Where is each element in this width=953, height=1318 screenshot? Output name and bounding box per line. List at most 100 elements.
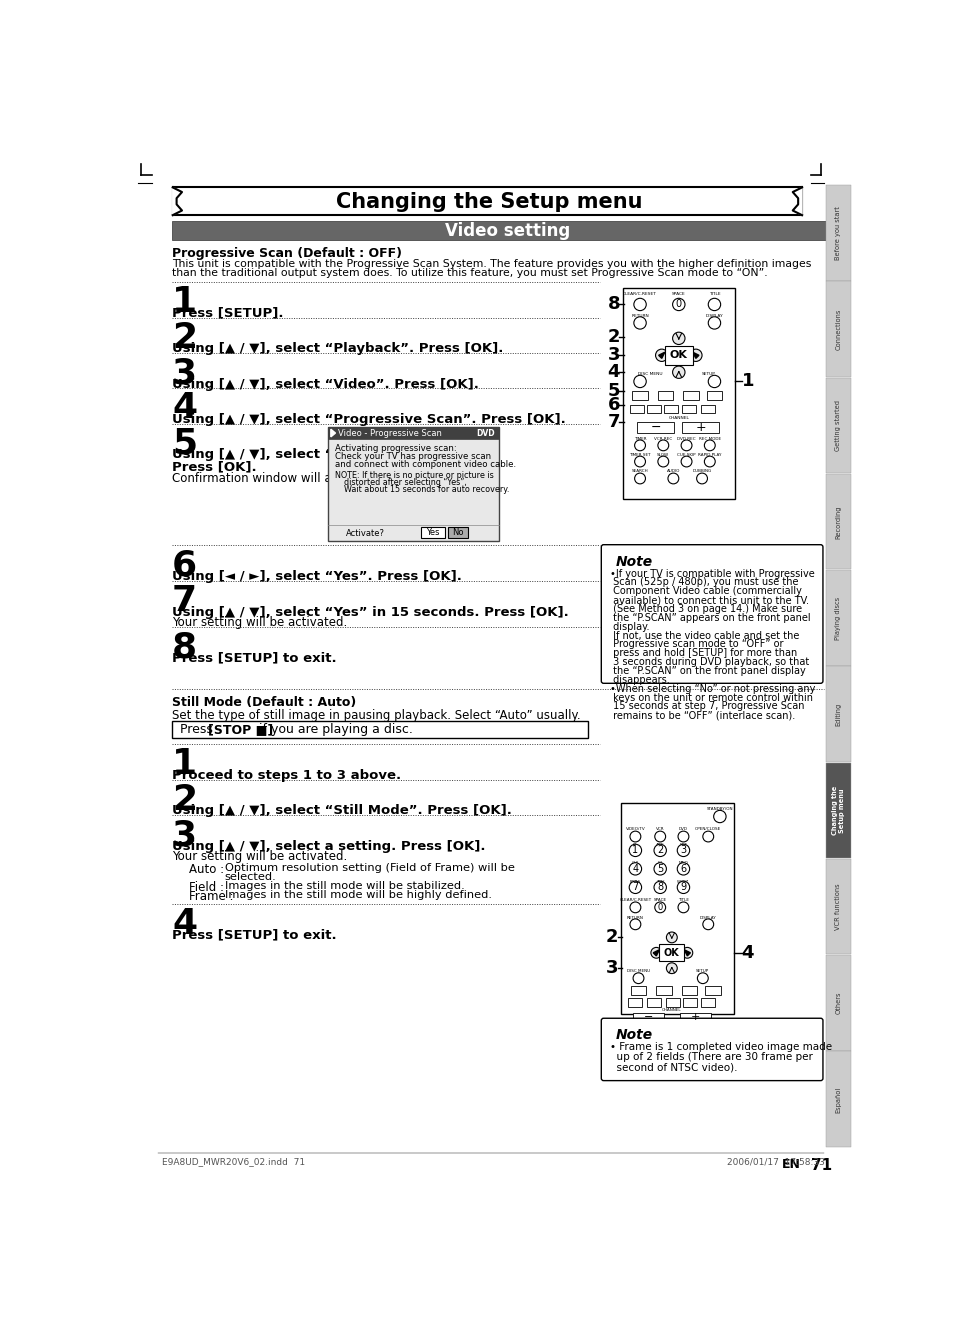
Text: Note: Note — [615, 1028, 652, 1043]
Text: Progressive Scan (Default : OFF): Progressive Scan (Default : OFF) — [172, 246, 401, 260]
Text: Images in the still mode will be highly defined.: Images in the still mode will be highly … — [224, 891, 491, 900]
Bar — [825, 474, 850, 569]
Bar — [825, 571, 850, 666]
Text: +: + — [690, 1012, 700, 1023]
Text: Using [▲ / ▼], select “Yes” in 15 seconds. Press [OK].: Using [▲ / ▼], select “Yes” in 15 second… — [172, 605, 568, 618]
Text: Still Mode (Default : Auto): Still Mode (Default : Auto) — [172, 696, 355, 709]
Text: Changing the Setup menu: Changing the Setup menu — [335, 192, 641, 212]
Text: Activate?: Activate? — [345, 529, 384, 538]
Text: Progressive scan mode to “OFF” or: Progressive scan mode to “OFF” or — [609, 639, 782, 650]
Bar — [681, 422, 719, 434]
Bar — [646, 998, 660, 1007]
Text: 6: 6 — [607, 395, 619, 414]
Polygon shape — [653, 950, 659, 956]
Text: 15 seconds at step 7, Progressive Scan: 15 seconds at step 7, Progressive Scan — [609, 701, 803, 712]
Text: VCR functions: VCR functions — [835, 883, 841, 931]
Circle shape — [654, 832, 665, 842]
Text: Using [▲ / ▼], select a setting. Press [OK].: Using [▲ / ▼], select a setting. Press [… — [172, 840, 485, 853]
Text: DUBBING: DUBBING — [692, 469, 711, 473]
Text: Press [SETUP].: Press [SETUP]. — [172, 307, 283, 320]
Bar — [630, 986, 645, 995]
Text: REC MODE: REC MODE — [698, 436, 720, 442]
Text: DEF: DEF — [679, 842, 687, 846]
Circle shape — [702, 832, 713, 842]
Text: DISPLAY: DISPLAY — [705, 314, 722, 318]
Text: NOTE: If there is no picture or picture is: NOTE: If there is no picture or picture … — [335, 471, 493, 480]
Text: RETURN: RETURN — [631, 314, 648, 318]
Text: Field :: Field : — [189, 882, 224, 894]
Circle shape — [634, 456, 645, 467]
Bar — [620, 803, 733, 1015]
Text: CHANNEL: CHANNEL — [668, 416, 688, 420]
FancyBboxPatch shape — [600, 1019, 822, 1081]
Text: 7: 7 — [607, 414, 619, 431]
Text: if you are playing a disc.: if you are playing a disc. — [258, 724, 413, 735]
Text: Yes: Yes — [426, 529, 439, 536]
Text: SPACE: SPACE — [653, 898, 666, 902]
Text: •When selecting “No” or not pressing any: •When selecting “No” or not pressing any — [609, 684, 815, 693]
Circle shape — [655, 349, 667, 361]
Text: DVD REC: DVD REC — [677, 436, 695, 442]
Bar — [172, 221, 842, 240]
Text: −: − — [643, 1012, 653, 1023]
Text: CUE SKIP: CUE SKIP — [677, 453, 695, 457]
Text: WXYZ: WXYZ — [677, 879, 689, 883]
Text: the “P.SCAN” appears on the front panel: the “P.SCAN” appears on the front panel — [609, 613, 810, 623]
Text: Using [▲ / ▼], select “ON”.: Using [▲ / ▼], select “ON”. — [172, 448, 369, 461]
Bar — [682, 390, 699, 399]
Bar — [637, 422, 674, 434]
Circle shape — [634, 440, 645, 451]
Text: remains to be “OFF” (interlace scan).: remains to be “OFF” (interlace scan). — [609, 710, 794, 720]
Text: Using [▲ / ▼], select “Still Mode”. Press [OK].: Using [▲ / ▼], select “Still Mode”. Pres… — [172, 804, 512, 817]
Text: 4: 4 — [740, 944, 753, 962]
Circle shape — [666, 963, 677, 974]
Text: RAPID PLAY: RAPID PLAY — [698, 453, 720, 457]
Bar — [632, 390, 647, 399]
Text: 0: 0 — [657, 903, 662, 912]
Text: 4: 4 — [172, 907, 197, 941]
Circle shape — [629, 832, 640, 842]
Bar — [172, 721, 587, 738]
Text: Activating progressive scan:: Activating progressive scan: — [335, 444, 456, 453]
Text: (See Method 3 on page 14.) Make sure: (See Method 3 on page 14.) Make sure — [609, 604, 801, 614]
Circle shape — [629, 882, 641, 894]
Text: and connect with component video cable.: and connect with component video cable. — [335, 460, 516, 469]
Text: 3: 3 — [172, 818, 197, 851]
Text: SETUP: SETUP — [696, 969, 709, 973]
Circle shape — [678, 832, 688, 842]
Text: 5: 5 — [607, 382, 619, 399]
Text: Press [SETUP] to exit.: Press [SETUP] to exit. — [172, 929, 336, 942]
Text: 1: 1 — [172, 747, 197, 782]
Bar — [622, 287, 735, 500]
Text: Set the type of still image in pausing playback. Select “Auto” usually.: Set the type of still image in pausing p… — [172, 709, 580, 722]
Circle shape — [681, 948, 692, 958]
Bar — [646, 405, 660, 413]
Text: Using [▲ / ▼], select “Video”. Press [OK].: Using [▲ / ▼], select “Video”. Press [OK… — [172, 378, 478, 390]
Text: VIDEO/TV: VIDEO/TV — [625, 828, 644, 832]
Circle shape — [672, 332, 684, 344]
Bar — [663, 405, 678, 413]
Text: TITLE: TITLE — [708, 293, 720, 297]
Text: Press [SETUP] to exit.: Press [SETUP] to exit. — [172, 651, 336, 664]
Text: 4: 4 — [172, 391, 197, 426]
Bar — [700, 405, 715, 413]
Bar — [825, 378, 850, 473]
Text: MNO: MNO — [678, 861, 688, 865]
Text: 2: 2 — [657, 845, 662, 855]
Text: Getting started: Getting started — [835, 401, 841, 451]
Text: CLEAR/C.RESET: CLEAR/C.RESET — [618, 898, 651, 902]
Circle shape — [672, 366, 684, 378]
Text: EN: EN — [781, 1157, 800, 1170]
Bar — [664, 347, 692, 365]
Bar — [825, 281, 850, 377]
Bar — [825, 667, 850, 762]
Text: Images in the still mode will be stabilized.: Images in the still mode will be stabili… — [224, 882, 464, 891]
Text: TITLE: TITLE — [678, 898, 688, 902]
Text: DVD: DVD — [679, 828, 687, 832]
Polygon shape — [331, 430, 335, 436]
Circle shape — [707, 316, 720, 330]
Text: 3: 3 — [605, 960, 618, 977]
Text: JKL: JKL — [657, 861, 662, 865]
Polygon shape — [658, 352, 664, 358]
Circle shape — [677, 863, 689, 875]
